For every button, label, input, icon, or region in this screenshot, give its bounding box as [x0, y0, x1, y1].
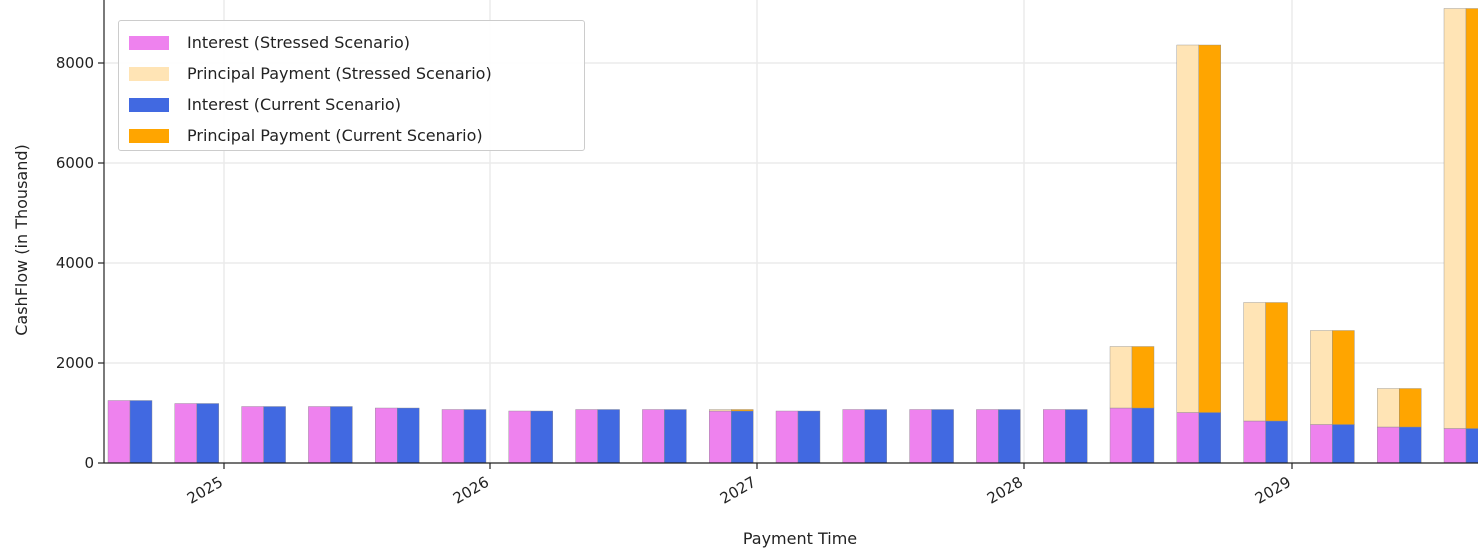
bar-interest-current [263, 406, 286, 464]
legend-label-interest-stressed: Interest (Stressed Scenario) [187, 33, 411, 52]
bar-interest-stressed [107, 400, 131, 464]
bar-principal-current [1198, 44, 1222, 413]
bar-interest-current [530, 410, 553, 464]
legend-item-principal-stressed: Principal Payment (Stressed Scenario) [129, 58, 584, 89]
bar-interest-current [864, 409, 887, 464]
bar-interest-current [463, 409, 487, 464]
bar-interest-current [1064, 409, 1088, 464]
bar-interest-stressed [375, 407, 398, 464]
bar-interest-stressed [642, 409, 665, 464]
bar-interest-stressed [842, 409, 865, 464]
legend-label-principal-stressed: Principal Payment (Stressed Scenario) [187, 64, 492, 83]
bar-interest-current [330, 406, 353, 464]
legend-item-interest-current: Interest (Current Scenario) [129, 89, 584, 120]
bar-principal-current [1131, 346, 1155, 409]
x-axis-label: Payment Time [743, 529, 857, 548]
bar-principal-current [1465, 8, 1478, 429]
bar-interest-current [1332, 424, 1355, 464]
legend-swatch-principal-stressed [129, 66, 169, 81]
bar-interest-stressed [575, 409, 598, 464]
legend-item-principal-current: Principal Payment (Current Scenario) [129, 120, 584, 151]
y-tick-label: 2000 [56, 354, 94, 372]
bar-interest-stressed [1109, 407, 1133, 464]
bar-interest-current [731, 410, 754, 464]
x-tick-label: 2028 [984, 473, 1026, 508]
legend-item-interest-stressed: Interest (Stressed Scenario) [129, 27, 584, 58]
y-axis-label: CashFlow (in Thousand) [12, 144, 31, 336]
bar-interest-stressed [1443, 428, 1467, 464]
bar-principal-stressed [1443, 8, 1467, 429]
bar-principal-current [1398, 388, 1422, 428]
x-tick-label: 2025 [184, 473, 226, 508]
bar-principal-stressed [1109, 346, 1133, 409]
bar-principal-current [1265, 302, 1288, 422]
bar-interest-stressed [1176, 412, 1200, 464]
bar-interest-stressed [909, 409, 932, 464]
bar-principal-stressed [1176, 44, 1200, 413]
bar-principal-stressed [709, 409, 732, 412]
bar-principal-stressed [1310, 330, 1333, 425]
legend-swatch-interest-stressed [129, 35, 169, 50]
bar-interest-current [397, 407, 420, 464]
bar-interest-current [597, 409, 620, 464]
bar-interest-current [1131, 407, 1155, 464]
legend-swatch-interest-current [129, 97, 169, 112]
bar-interest-stressed [241, 406, 264, 464]
bars-group [107, 8, 1478, 464]
bar-interest-current [664, 409, 687, 464]
bar-interest-stressed [1243, 420, 1266, 464]
bar-interest-stressed [976, 409, 999, 464]
bar-principal-stressed [1376, 388, 1400, 428]
x-tick-label: 2029 [1252, 473, 1294, 508]
legend: Interest (Stressed Scenario) Principal P… [118, 20, 585, 151]
bar-interest-stressed [508, 410, 531, 464]
bar-interest-current [998, 409, 1021, 464]
x-tick-label: 2027 [717, 473, 759, 508]
bar-interest-stressed [1042, 409, 1066, 464]
bar-interest-stressed [441, 409, 465, 464]
bar-interest-stressed [1376, 426, 1400, 464]
bar-interest-current [797, 410, 821, 464]
bar-interest-current [196, 403, 220, 464]
legend-label-interest-current: Interest (Current Scenario) [187, 95, 401, 114]
y-tick-label: 0 [84, 454, 94, 472]
bar-interest-current [129, 400, 153, 464]
y-tick-label: 4000 [56, 254, 94, 272]
bar-interest-stressed [174, 403, 198, 464]
bar-interest-current [1265, 420, 1288, 464]
bar-interest-stressed [709, 410, 732, 464]
y-tick-label: 6000 [56, 154, 94, 172]
bar-interest-current [931, 409, 954, 464]
bar-interest-current [1398, 426, 1422, 464]
bar-interest-stressed [308, 406, 331, 464]
bar-interest-stressed [775, 410, 799, 464]
bar-interest-current [1465, 428, 1478, 464]
bar-principal-current [731, 409, 754, 412]
bar-principal-current [1332, 330, 1355, 425]
bar-interest-stressed [1310, 424, 1333, 464]
legend-swatch-principal-current [129, 128, 169, 143]
x-tick-label: 2026 [450, 473, 492, 508]
y-tick-label: 8000 [56, 54, 94, 72]
legend-label-principal-current: Principal Payment (Current Scenario) [187, 126, 483, 145]
bar-interest-current [1198, 412, 1222, 464]
bar-principal-stressed [1243, 302, 1266, 422]
